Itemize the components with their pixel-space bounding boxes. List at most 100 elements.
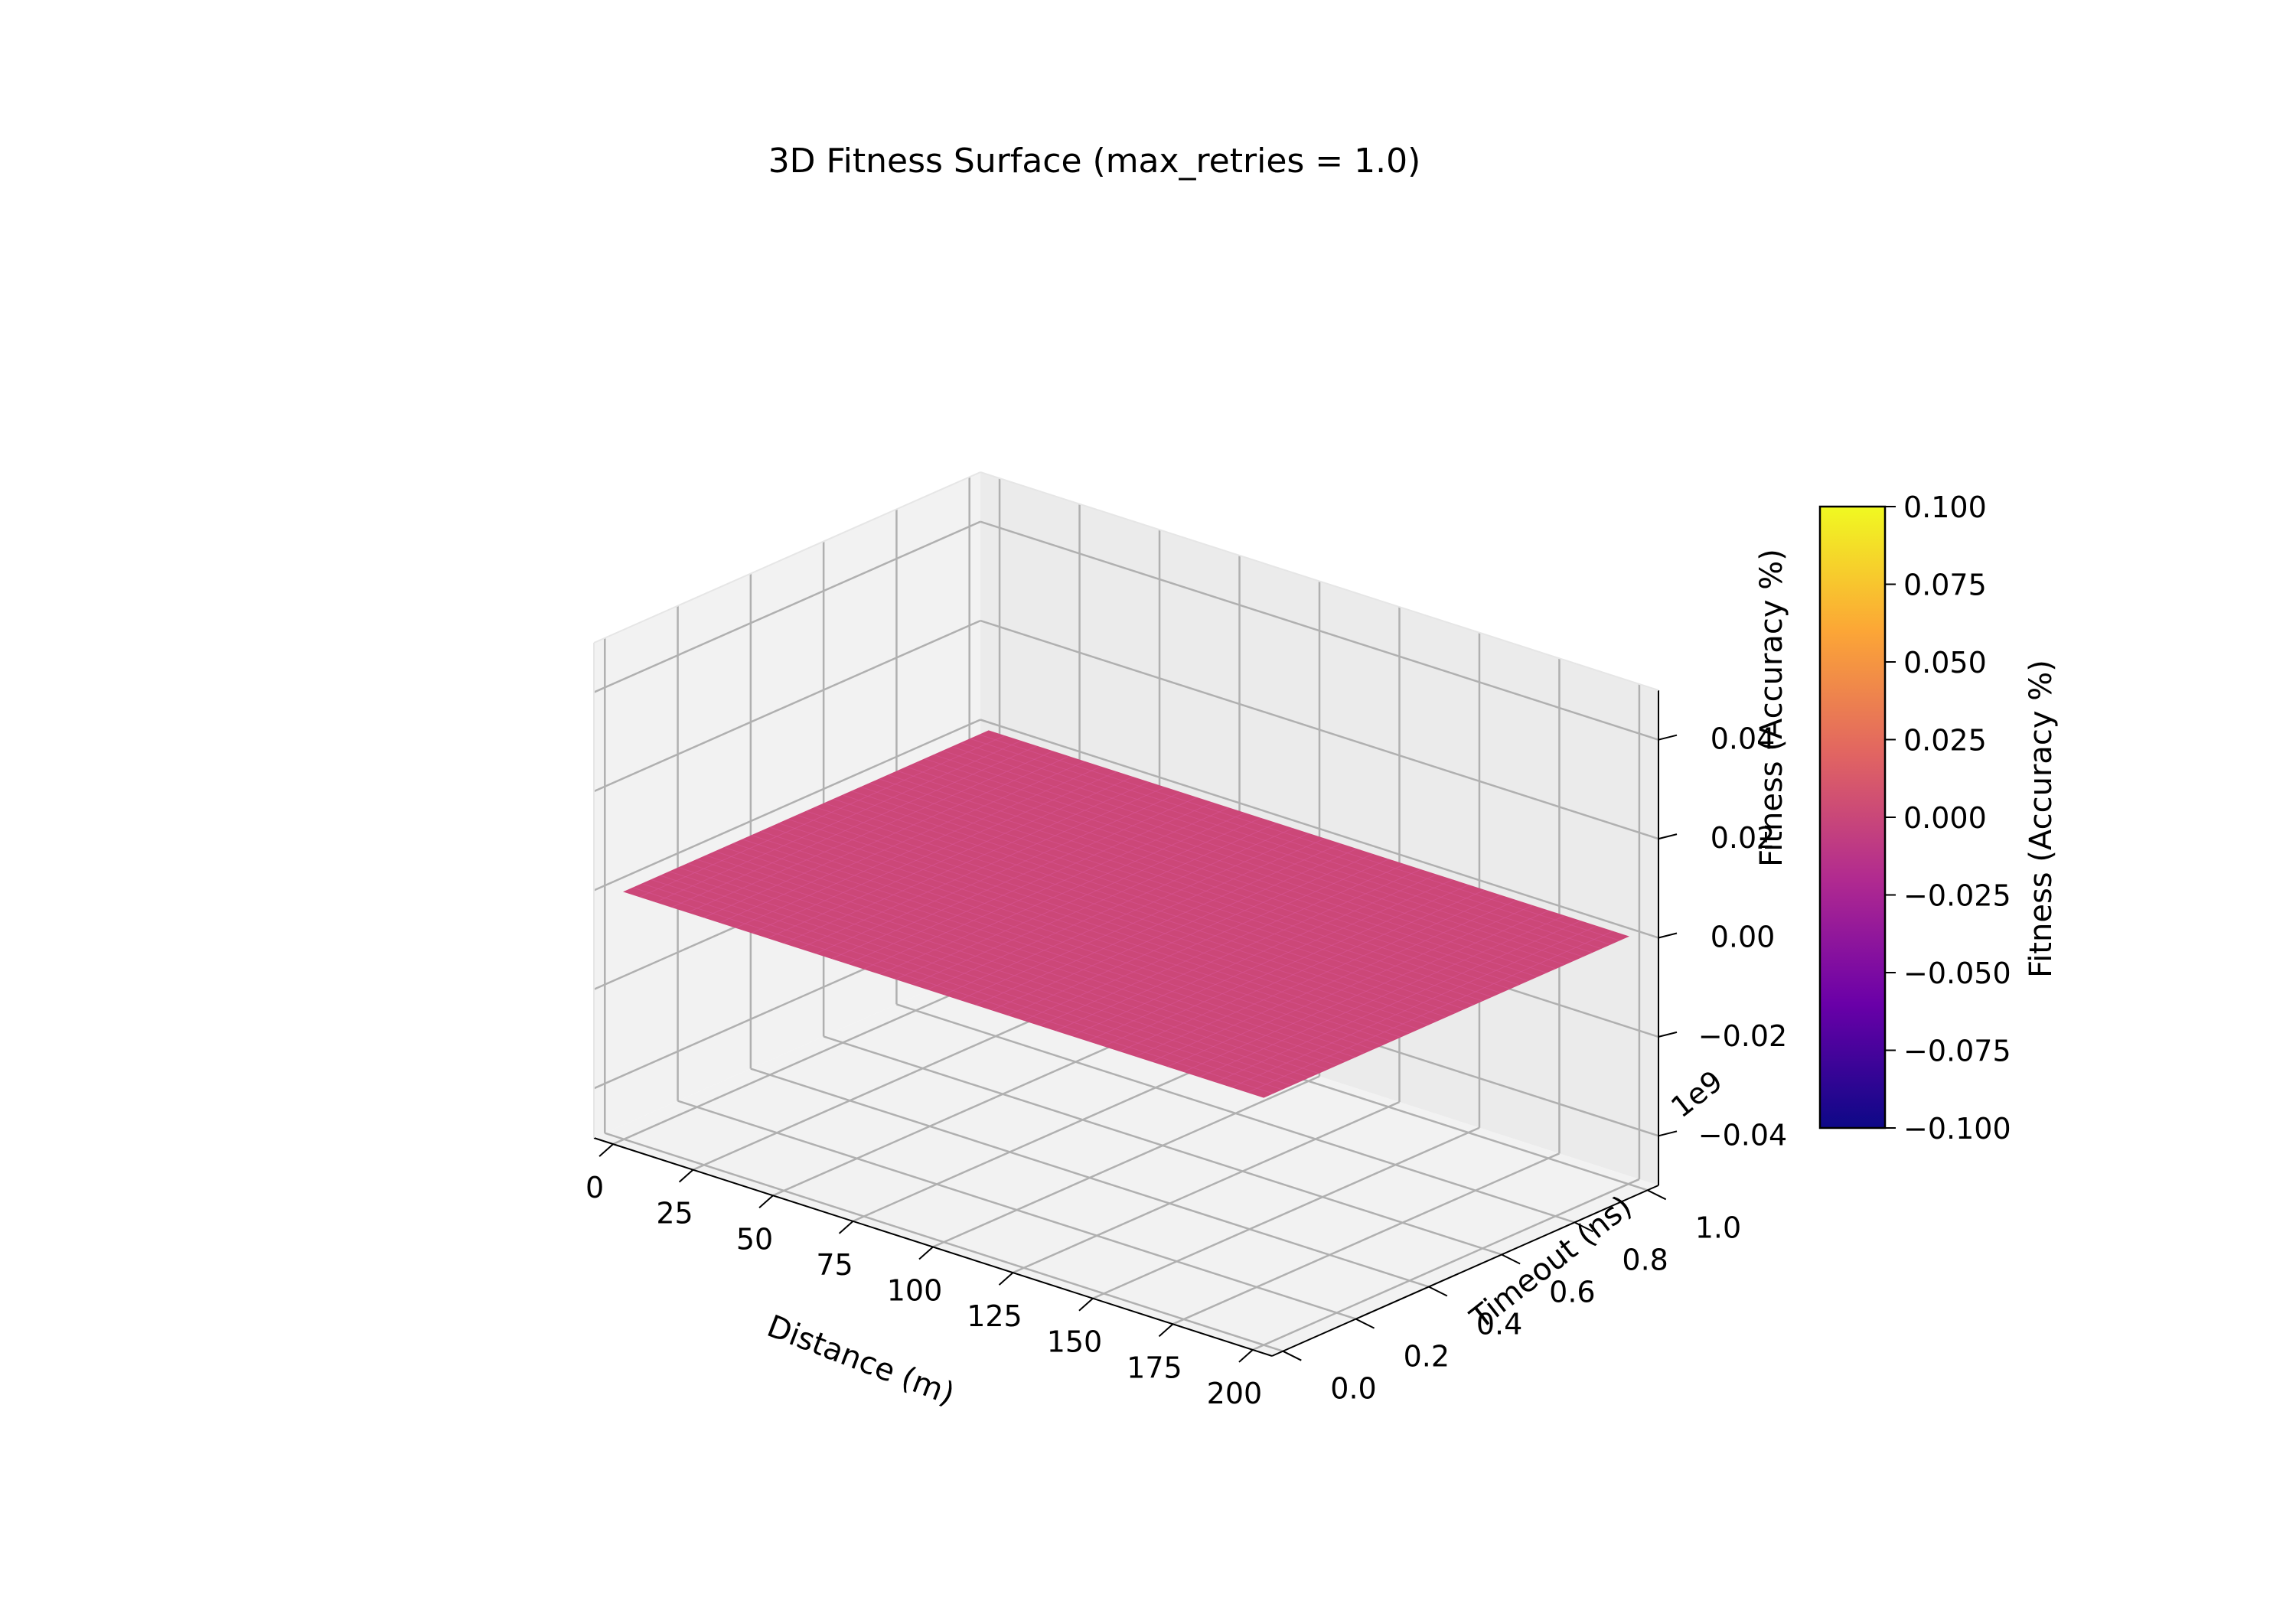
x-grid-floor [853, 1049, 1241, 1223]
x-tick [678, 1169, 694, 1183]
surface-mesh-line [991, 849, 1357, 1011]
y-tick-label: 0.4 [1476, 1308, 1522, 1341]
y-tick-label: 0.8 [1622, 1243, 1668, 1276]
z-tick [1658, 833, 1678, 840]
z-tick-label: 0.04 [1711, 722, 1776, 756]
y-tick [1647, 1189, 1667, 1201]
surface-mesh-line [1039, 864, 1405, 1026]
x-grid-floor [1172, 1152, 1560, 1325]
x-tick-label: 75 [816, 1248, 853, 1282]
x-tick-label: 125 [967, 1299, 1022, 1333]
surface-mesh-line [1119, 889, 1485, 1052]
colorbar-tick-label: 0.025 [1903, 724, 1987, 758]
x-tick-label: 0 [585, 1171, 604, 1204]
colorbar-tick-label: 0.050 [1903, 646, 1987, 680]
chart-title: 3D Fitness Surface (max_retries = 1.0) [768, 142, 1421, 181]
surface-mesh-line [843, 794, 1483, 1002]
surface-mesh-line [915, 762, 1556, 970]
y-tick-label: 0.2 [1404, 1340, 1450, 1374]
surface-mesh-line [824, 803, 1465, 1009]
surface-mesh-line [1247, 931, 1613, 1093]
surface-mesh-line [1151, 900, 1517, 1062]
surface-mesh-line [1071, 874, 1437, 1036]
surface-mesh-line [1183, 910, 1549, 1072]
surface-mesh-line [1215, 921, 1581, 1083]
surface-mesh-line [851, 790, 1492, 998]
z-tick-label: −0.04 [1698, 1118, 1787, 1152]
x-tick [758, 1195, 774, 1209]
z-tick [1658, 932, 1678, 939]
surface-mesh-line [970, 738, 1610, 945]
surface-mesh-line [860, 787, 1502, 993]
z-grid-back [980, 520, 1659, 741]
x-tick-label: 150 [1047, 1325, 1103, 1359]
surface-mesh-line [806, 810, 1446, 1018]
surface-mesh-line [1135, 895, 1501, 1057]
z-axis-label: Fitness (Accuracy %) [1754, 549, 1789, 867]
z-tick [1658, 1031, 1678, 1038]
surface-mesh-line [1104, 885, 1469, 1047]
y-tick [1574, 1221, 1593, 1233]
colorbar-label: Fitness (Accuracy %) [2024, 660, 2059, 978]
z-grid-back [980, 719, 1659, 939]
y-tick-label: 0.0 [1330, 1372, 1376, 1406]
surface-mesh-line [815, 807, 1456, 1014]
y-tick-label: 0.6 [1549, 1275, 1595, 1309]
x-tick-label: 175 [1127, 1351, 1182, 1384]
surface-mesh-line [1007, 853, 1373, 1016]
surface-mesh-line [934, 754, 1574, 961]
pane-edge [593, 471, 981, 644]
surface-mesh-line [1199, 915, 1565, 1077]
z-tick-label: 0.00 [1711, 921, 1776, 954]
x-tick [918, 1246, 934, 1260]
surface-mesh-line [925, 758, 1565, 966]
y-grid-floor [750, 1068, 1430, 1288]
surface-mesh-line [959, 838, 1325, 1000]
x-grid-floor [772, 1024, 1160, 1197]
colorbar-tick-label: −0.025 [1903, 879, 2011, 913]
x-tick [998, 1272, 1014, 1286]
y-tick [1428, 1286, 1448, 1297]
surface-mesh-line [1231, 925, 1597, 1088]
z-tick-label: 0.02 [1711, 821, 1776, 855]
y-axis-offset-label: 1e9 [1665, 1064, 1729, 1124]
z-tick [1658, 734, 1678, 741]
surface-mesh-line [943, 750, 1583, 957]
y-grid-floor [604, 1132, 1283, 1352]
y-axis-line [1271, 1185, 1659, 1357]
colorbar: −0.100 −0.075 −0.050 −0.025 0.000 0.025 0.050 0… [1818, 491, 2011, 1146]
x-tick [1158, 1323, 1174, 1338]
x-grid-floor [932, 1075, 1320, 1248]
y-tick-label: 1.0 [1695, 1211, 1741, 1244]
surface-mesh-line [879, 778, 1519, 986]
colorbar-ticks: −0.100 −0.075 −0.050 −0.025 0.000 0.025 0.050 0… [1885, 491, 2011, 1146]
x-tick [1238, 1349, 1254, 1363]
z-grid-back [980, 619, 1659, 840]
surface-mesh-line [960, 742, 1602, 949]
colorbar-gradient [1818, 505, 1887, 1129]
surface-mesh-line [1088, 879, 1453, 1041]
surface-mesh-line [906, 766, 1547, 973]
colorbar-tick-label: −0.100 [1903, 1112, 2011, 1146]
surface-mesh-line [897, 770, 1538, 977]
z-grid-left [593, 520, 981, 693]
x-tick-label: 50 [736, 1222, 773, 1256]
z-tick [1658, 1130, 1678, 1137]
colorbar-tick-label: 0.000 [1903, 801, 1987, 835]
y-grid-floor [896, 1003, 1575, 1224]
x-grid-floor [1252, 1178, 1640, 1351]
surface-mesh-line [888, 774, 1528, 982]
colorbar-tick-label: 0.100 [1903, 491, 1987, 524]
z-grid-left [593, 619, 981, 793]
surface-mesh-line [869, 782, 1510, 989]
x-grid-floor [693, 998, 1081, 1171]
surface-mesh-line [833, 798, 1474, 1006]
tick-group: 0 25 50 75 100 125 150 175 200 0.0 0.2 0.4 0.6 0.8 1.0… [585, 722, 1787, 1410]
surface-mesh-line [979, 734, 1619, 941]
y-tick [1501, 1253, 1521, 1265]
y-tick [1282, 1350, 1302, 1361]
x-tick-label: 25 [656, 1197, 693, 1231]
z-tick-label: −0.02 [1698, 1019, 1787, 1053]
colorbar-tick-label: −0.075 [1903, 1035, 2011, 1068]
colorbar-tick-label: 0.075 [1903, 569, 1987, 602]
